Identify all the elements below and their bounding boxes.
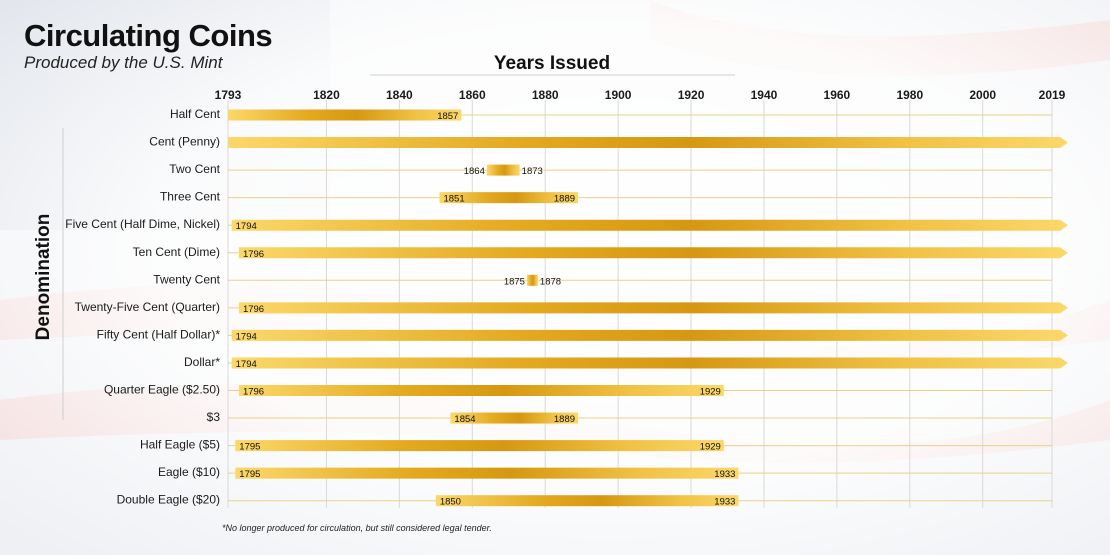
range-bar [526, 274, 538, 286]
x-tick-label: 1940 [751, 88, 778, 102]
range-bar [231, 329, 1069, 341]
x-tick-label: 1880 [532, 88, 559, 102]
category-label: Half Eagle ($5) [140, 438, 220, 452]
range-bar [439, 192, 579, 204]
bar-start-label: 1875 [504, 276, 525, 287]
x-tick-label: 1900 [605, 88, 632, 102]
category-label: Double Eagle ($20) [117, 493, 220, 507]
bar-start-label: 1795 [239, 469, 260, 480]
bar-start-label: 1850 [440, 497, 461, 508]
range-bar [235, 467, 739, 479]
x-tick-label: 1820 [313, 88, 340, 102]
bar-end-label: 1889 [554, 194, 575, 205]
range-bar [450, 412, 579, 424]
category-label: Twenty Cent [153, 272, 220, 286]
category-label: Two Cent [169, 162, 220, 176]
x-tick-label: 1793 [215, 88, 242, 102]
category-label: Quarter Eagle ($2.50) [104, 383, 220, 397]
range-bar [238, 247, 1068, 259]
category-label: Twenty-Five Cent (Quarter) [75, 300, 220, 314]
category-label: Five Cent (Half Dime, Nickel) [65, 217, 220, 231]
bar-end-label: 1873 [522, 166, 543, 177]
x-axis-title: Years Issued [494, 53, 610, 74]
bar-start-label: 1794 [236, 359, 257, 370]
range-bar [231, 219, 1069, 231]
range-bar [238, 385, 724, 396]
footnote: *No longer produced for circulation, but… [222, 523, 492, 533]
x-tick-label: 1980 [896, 88, 923, 102]
range-bar [228, 109, 462, 121]
category-label: Cent (Penny) [149, 135, 220, 149]
category-label: Ten Cent (Dime) [133, 245, 220, 259]
bar-start-label: 1796 [243, 249, 264, 260]
x-tick-label: 1960 [824, 88, 851, 102]
x-tick-label: 2000 [969, 88, 996, 102]
range-bar [231, 357, 1069, 369]
range-bar [486, 164, 520, 176]
bar-end-label: 1889 [554, 414, 575, 425]
range-bar [228, 137, 1068, 149]
bar-end-label: 1933 [714, 497, 735, 508]
range-bar [235, 440, 724, 452]
bar-end-label: 1929 [700, 387, 721, 398]
bar-end-label: 1857 [437, 111, 458, 122]
bar-start-label: 1794 [236, 331, 257, 342]
bar-end-label: 1929 [700, 442, 721, 453]
bar-start-label: 1854 [454, 414, 475, 425]
category-label: Dollar* [184, 355, 220, 369]
category-label: Three Cent [160, 190, 221, 204]
category-label: $3 [207, 410, 221, 424]
category-label: Eagle ($10) [158, 465, 220, 479]
category-label: Half Cent [170, 107, 221, 121]
chart-subtitle: Produced by the U.S. Mint [24, 53, 223, 72]
bar-start-label: 1794 [236, 221, 257, 232]
bar-end-label: 1878 [540, 276, 561, 287]
x-tick-label: 1920 [678, 88, 705, 102]
bar-start-label: 1851 [443, 194, 464, 205]
category-label: Fifty Cent (Half Dollar)* [97, 327, 221, 341]
range-bar [435, 495, 739, 507]
range-bar [238, 302, 1068, 314]
y-axis-title: Denomination [33, 214, 54, 341]
chart-title: Circulating Coins [24, 18, 273, 53]
bar-start-label: 1795 [239, 442, 260, 453]
x-tick-label: 1840 [386, 88, 413, 102]
x-tick-label: 2019 [1039, 88, 1066, 102]
x-tick-label: 1860 [459, 88, 486, 102]
bar-end-label: 1933 [714, 469, 735, 480]
bar-start-label: 1864 [464, 166, 485, 177]
bar-start-label: 1796 [243, 387, 264, 398]
bar-start-label: 1796 [243, 304, 264, 315]
